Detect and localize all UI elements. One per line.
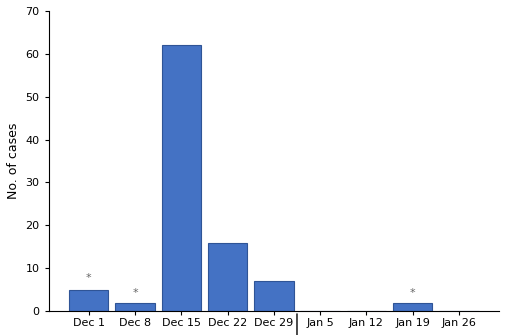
Bar: [69, 290, 108, 311]
Text: *: *: [409, 288, 415, 298]
Text: *: *: [86, 273, 91, 283]
Y-axis label: No. of cases: No. of cases: [7, 123, 20, 199]
Bar: [392, 303, 431, 311]
Bar: [115, 303, 155, 311]
Bar: [208, 243, 247, 311]
Bar: [254, 281, 293, 311]
Text: *: *: [132, 288, 137, 298]
Bar: [161, 45, 200, 311]
